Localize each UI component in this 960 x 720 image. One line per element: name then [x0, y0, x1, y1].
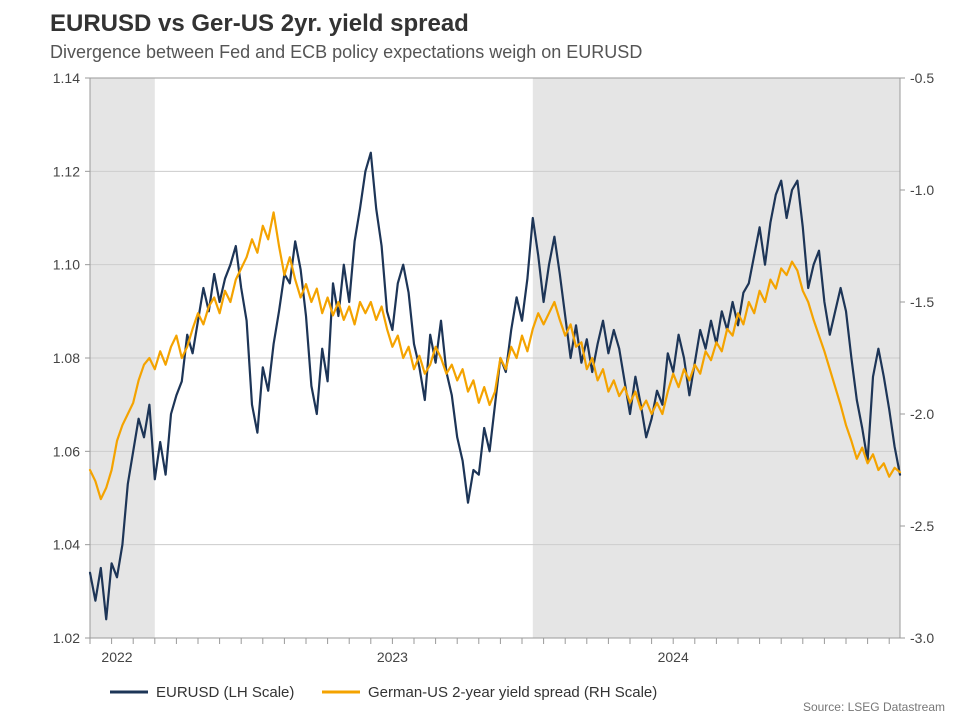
svg-text:-2.5: -2.5: [910, 518, 934, 534]
chart-svg: 1.02 1.04 1.06 1.08 1.10 1.12 1.14 -3.0 -2.5 -2.0…: [0, 0, 960, 720]
svg-text:-1.0: -1.0: [910, 182, 934, 198]
svg-text:2023: 2023: [377, 649, 408, 665]
svg-text:1.10: 1.10: [53, 257, 80, 273]
svg-text:1.06: 1.06: [53, 443, 80, 459]
svg-text:-0.5: -0.5: [910, 70, 934, 86]
svg-text:1.12: 1.12: [53, 163, 80, 179]
svg-text:-2.0: -2.0: [910, 406, 934, 422]
svg-text:EURUSD (LH Scale): EURUSD (LH Scale): [156, 684, 294, 701]
svg-text:German-US 2-year yield spread: German-US 2-year yield spread (RH Scale): [368, 684, 657, 701]
svg-text:1.08: 1.08: [53, 350, 80, 366]
svg-text:1.02: 1.02: [53, 630, 80, 646]
svg-text:2022: 2022: [101, 649, 132, 665]
svg-text:-3.0: -3.0: [910, 630, 934, 646]
svg-text:1.04: 1.04: [53, 537, 80, 553]
chart-container: { "title": "EURUSD vs Ger-US 2yr. yield …: [0, 0, 960, 720]
svg-text:-1.5: -1.5: [910, 294, 934, 310]
svg-text:2024: 2024: [658, 649, 689, 665]
svg-text:1.14: 1.14: [53, 70, 80, 86]
